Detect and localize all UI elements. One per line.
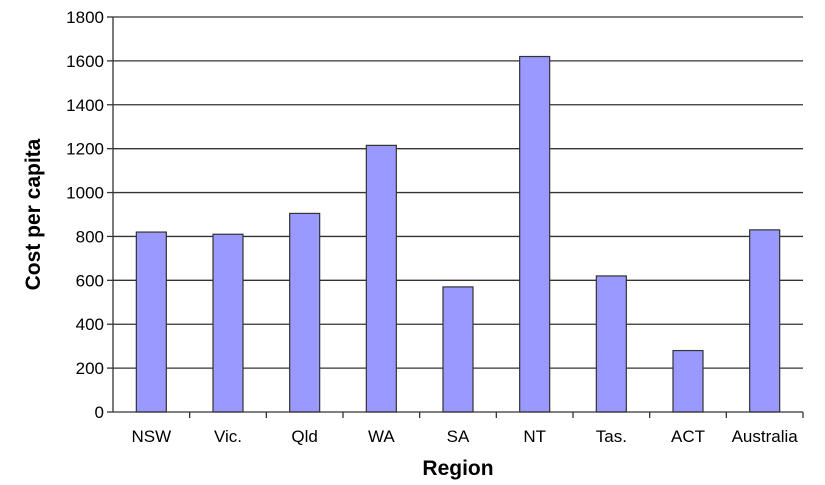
y-tick-label-200: 200 [76,359,104,378]
x-tick-label-vic: Vic. [214,427,242,446]
bar-wa [365,144,397,413]
bar-nt [519,55,551,413]
bar-tas [595,275,627,413]
y-tick-label-400: 400 [76,315,104,334]
bar-sa [442,286,474,413]
y-axis-title: Cost per capita [22,138,45,290]
x-tick-label-qld: Qld [291,427,317,446]
y-tick-label-1000: 1000 [66,184,104,203]
x-tick-label-tas: Tas. [596,427,627,446]
x-tick-labels: NSW Vic. Qld WA SA NT Tas. ACT Australia [131,427,798,446]
bar-act [672,349,704,413]
x-tick-label-act: ACT [671,427,705,446]
bar-nsw [135,231,167,413]
bars [135,55,781,413]
x-tick-label-nt: NT [523,427,546,446]
bar-vic [212,233,244,413]
y-tick-label-800: 800 [76,227,104,246]
y-tick-label-1400: 1400 [66,96,104,115]
y-tick-labels: 0 200 400 600 800 1000 1200 1400 1600 1800 [66,8,104,422]
x-tick-label-nsw: NSW [131,427,171,446]
x-tick-label-wa: WA [368,427,395,446]
x-tick-label-sa: SA [447,427,470,446]
bar-qld [289,212,321,413]
y-tick-label-1800: 1800 [66,8,104,27]
x-tick-label-australia: Australia [732,427,799,446]
bar-australia [749,229,781,413]
x-axis-title: Region [422,457,493,480]
axes [107,16,804,418]
y-tick-label-1200: 1200 [66,140,104,159]
y-tick-label-1600: 1600 [66,52,104,71]
y-tick-label-0: 0 [95,403,104,422]
y-tick-label-600: 600 [76,271,104,290]
